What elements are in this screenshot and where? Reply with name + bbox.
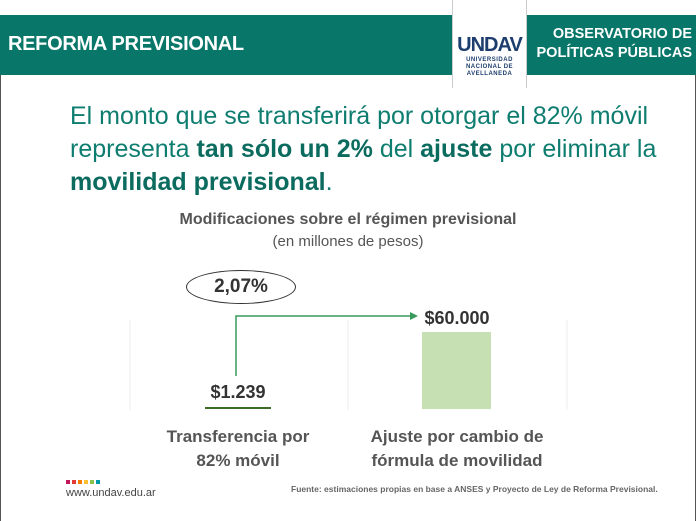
logo-line: UNIVERSIDAD bbox=[466, 57, 513, 63]
color-dot bbox=[84, 480, 88, 484]
observatory-title: OBSERVATORIO DE POLÍTICAS PÚBLICAS bbox=[536, 26, 692, 61]
chart-title: Modificaciones sobre el régimen previsio… bbox=[179, 211, 517, 228]
undav-logo: UNDAV UNIVERSIDAD NACIONAL DE AVELLANEDA bbox=[452, 0, 527, 88]
category-label: Transferencia por 82% móvil bbox=[166, 427, 310, 470]
logo-line: NACIONAL DE bbox=[465, 64, 514, 70]
bar-ajuste bbox=[422, 332, 491, 409]
data-label: $1.239 bbox=[210, 382, 265, 402]
frame-left bbox=[0, 60, 1, 521]
percentage-annotation: 2,07% bbox=[186, 270, 296, 304]
bar-transferencia bbox=[205, 407, 271, 409]
section-title: REFORMA PREVISIONAL bbox=[8, 33, 244, 55]
color-dot bbox=[78, 480, 82, 484]
category-label: Ajuste por cambio de fórmula de movilidad bbox=[370, 427, 544, 470]
header-band bbox=[0, 15, 696, 75]
logo-mark: UNDAV bbox=[457, 34, 523, 56]
color-dots bbox=[66, 480, 100, 484]
source-note: Fuente: estimaciones propias en base a A… bbox=[291, 484, 658, 494]
logo-line: AVELLANEDA bbox=[466, 71, 513, 77]
color-dot bbox=[72, 480, 76, 484]
headline: El monto que se transferirá por otorgar … bbox=[70, 102, 657, 196]
arrow-head-icon bbox=[410, 312, 418, 320]
data-label: $60.000 bbox=[424, 308, 489, 328]
connector-arrow bbox=[235, 315, 412, 376]
color-dot bbox=[66, 480, 70, 484]
color-dot bbox=[90, 480, 94, 484]
chart-subtitle: (en millones de pesos) bbox=[272, 233, 424, 250]
website-link[interactable]: www.undav.edu.ar bbox=[66, 487, 156, 499]
color-dot bbox=[96, 480, 100, 484]
